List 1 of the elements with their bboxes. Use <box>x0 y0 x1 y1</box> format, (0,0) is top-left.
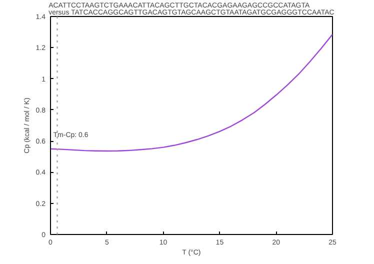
line-series <box>50 34 332 152</box>
